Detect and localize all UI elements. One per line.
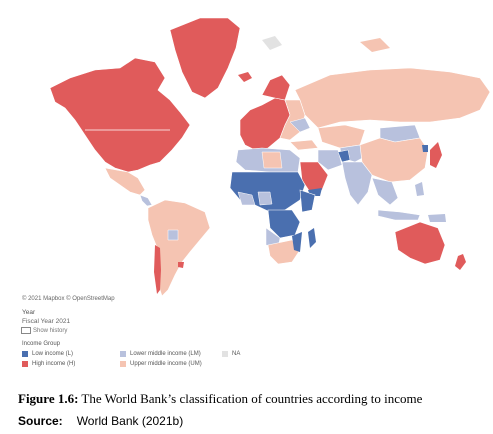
show-history-checkbox[interactable] bbox=[21, 327, 31, 334]
iceland-high-income bbox=[238, 72, 252, 82]
figure-caption-text: The World Bank’s classification of count… bbox=[78, 391, 423, 406]
central-america-mixed bbox=[139, 194, 153, 207]
kazakhstan-upper-middle bbox=[317, 124, 366, 149]
legend-label-na: NA bbox=[232, 351, 241, 357]
show-history-label: Show history bbox=[33, 327, 68, 334]
legend-item-na[interactable]: NA bbox=[222, 351, 240, 357]
arctic-islands-na bbox=[262, 36, 282, 50]
legend-label-high-income: High income (H) bbox=[32, 361, 76, 367]
southeast-asia-lower-middle bbox=[371, 177, 399, 206]
legend-label-lower-middle: Lower middle income (LM) bbox=[130, 351, 201, 357]
year-filter-label: Year bbox=[22, 309, 36, 316]
nigeria-lower-middle bbox=[257, 191, 273, 206]
libya-upper-middle bbox=[261, 151, 283, 169]
legend-title: Income Group bbox=[22, 341, 61, 347]
legend-item-high-income[interactable]: High income (H) bbox=[22, 361, 75, 367]
legend-label-low-income: Low income (L) bbox=[32, 351, 74, 357]
legend-item-lower-middle[interactable]: Lower middle income (LM) bbox=[120, 351, 201, 357]
south-america-upper-middle bbox=[147, 199, 211, 297]
greenland-high-income bbox=[169, 17, 241, 99]
indonesia-lower-middle bbox=[377, 209, 421, 221]
madagascar-low-income bbox=[308, 228, 316, 248]
map-attribution: © 2021 Mapbox © OpenStreetMap bbox=[22, 296, 115, 302]
turkey-upper-middle bbox=[289, 139, 319, 151]
new-zealand-high-income bbox=[455, 254, 466, 270]
south-asia-lower-middle bbox=[341, 161, 373, 206]
mozambique-low-income bbox=[292, 232, 302, 252]
world-map bbox=[49, 17, 491, 297]
iran-lower-middle bbox=[317, 149, 343, 171]
afghanistan-low-income bbox=[337, 149, 351, 163]
figure-caption-prefix: Figure 1.6: bbox=[18, 391, 79, 406]
legend-item-upper-middle[interactable]: Upper middle income (UM) bbox=[120, 361, 202, 367]
southern-africa-upper-middle bbox=[267, 239, 301, 265]
north-america-high-income bbox=[49, 57, 191, 173]
scandinavia-high-income bbox=[261, 74, 291, 101]
russia-upper-middle bbox=[294, 67, 491, 129]
figure-source-label: Source: bbox=[18, 414, 63, 428]
australia-high-income bbox=[394, 221, 446, 265]
legend-swatch-upper-middle bbox=[120, 361, 126, 367]
europe-high-income bbox=[239, 97, 291, 151]
year-filter-value[interactable]: Fiscal Year 2021 bbox=[22, 318, 71, 325]
bolivia-lower-middle bbox=[167, 229, 179, 241]
uruguay-high-income bbox=[178, 262, 184, 268]
legend-swatch-low-income bbox=[22, 351, 28, 357]
legend-swatch-na bbox=[222, 351, 228, 357]
legend-label-upper-middle: Upper middle income (UM) bbox=[130, 361, 202, 367]
legend-swatch-lower-middle bbox=[120, 351, 126, 357]
legend-item-low-income[interactable]: Low income (L) bbox=[22, 351, 73, 357]
chile-high-income bbox=[154, 245, 161, 294]
figure-source-text: World Bank (2021b) bbox=[76, 414, 184, 428]
philippines-lower-middle bbox=[415, 182, 424, 196]
west-africa-lower-middle bbox=[237, 191, 256, 206]
figure-source: Source: World Bank (2021b) bbox=[18, 414, 183, 428]
arctic-islands-upper-middle bbox=[360, 38, 390, 52]
legend-swatch-high-income bbox=[22, 361, 28, 367]
png-lower-middle bbox=[428, 214, 446, 222]
horn-of-africa-low-income bbox=[299, 189, 316, 213]
north-korea-low-income bbox=[422, 145, 428, 152]
mexico-upper-middle bbox=[104, 167, 146, 196]
figure-caption: Figure 1.6: The World Bank’s classificat… bbox=[18, 391, 488, 407]
ukraine-lower-middle bbox=[289, 117, 311, 133]
show-history-toggle[interactable]: Show history bbox=[21, 327, 67, 334]
korea-japan-high-income bbox=[430, 142, 442, 168]
